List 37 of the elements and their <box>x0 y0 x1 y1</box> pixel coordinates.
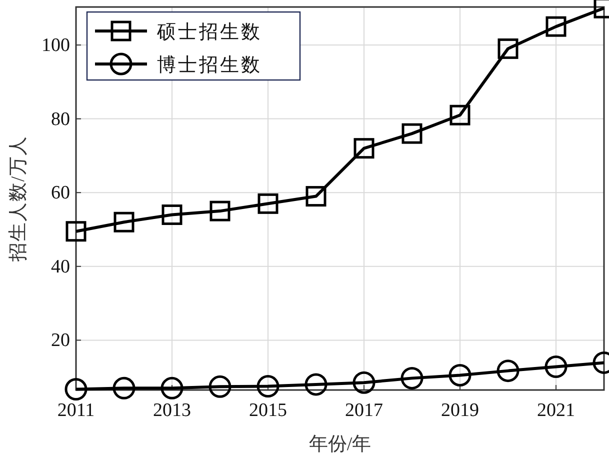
point <box>66 221 86 242</box>
point <box>256 375 280 398</box>
point <box>544 356 568 378</box>
point <box>208 375 232 398</box>
y-axis-title: 招生人数/万人 <box>8 135 29 263</box>
x-tick-label: 2017 <box>345 400 383 421</box>
point <box>306 186 326 207</box>
point <box>400 366 424 390</box>
y-tick-label: 20 <box>51 330 70 352</box>
y-tick-label: 60 <box>51 182 70 204</box>
point <box>114 212 134 232</box>
point <box>402 123 422 144</box>
x-tick-label: 2013 <box>153 400 191 421</box>
point <box>448 364 472 386</box>
x-tick-label: 2019 <box>441 400 479 421</box>
point <box>496 360 520 382</box>
y-tick-label: 80 <box>51 108 70 130</box>
point <box>450 104 470 126</box>
legend-label: 硕士招生数 <box>156 22 262 43</box>
x-tick-label: 2021 <box>537 400 575 421</box>
point <box>210 200 230 222</box>
x-axis-title: 年份/年 <box>308 434 372 455</box>
x-tick-label: 2015 <box>249 400 287 421</box>
point <box>258 193 278 214</box>
y-tick-label: 100 <box>42 35 70 56</box>
legend-label: 博士招生数 <box>157 55 262 76</box>
point <box>498 38 518 59</box>
point <box>546 16 566 37</box>
point <box>162 204 182 225</box>
y-tick-label: 40 <box>51 256 70 278</box>
point <box>304 373 328 396</box>
point <box>64 378 88 401</box>
point <box>112 376 136 400</box>
x-tick-label: 2011 <box>57 400 95 421</box>
point <box>160 376 184 400</box>
point <box>352 371 376 394</box>
point <box>354 138 374 159</box>
